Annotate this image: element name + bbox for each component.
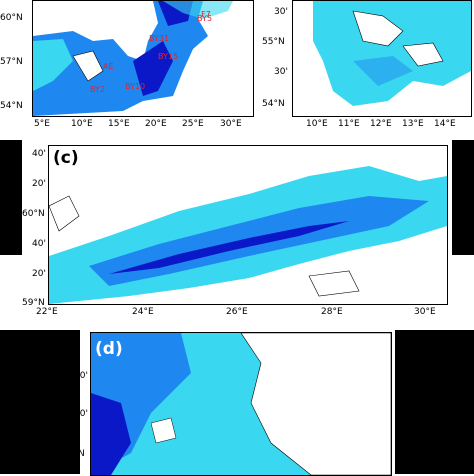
c-lon-30: 30°E: [414, 307, 436, 317]
a-lat-57: 57°N: [0, 57, 23, 67]
panel-d-map: (d): [90, 332, 392, 476]
side-bar-right-bottom: [395, 330, 474, 474]
a-lon-25: 25°E: [182, 119, 204, 129]
side-bar-right: [452, 140, 474, 255]
c-lon-24: 24°E: [132, 307, 154, 317]
d-lat-40: 40': [74, 371, 88, 381]
station-f7: F7: [201, 10, 211, 19]
a-lon-15: 15°E: [108, 119, 130, 129]
d-lat-60: 60°N: [62, 449, 85, 459]
c-lat-20b: 20': [32, 269, 46, 279]
panel-a: BY5 BY15 BY31 AE BY2 BY10 F7 60°N 57°N 5…: [0, 0, 260, 135]
c-lon-26: 26°E: [226, 307, 248, 317]
b-lat-55: 55°N: [262, 37, 285, 47]
c-lat-60: 60°N: [22, 209, 45, 219]
panel-c-map: (c): [48, 145, 448, 305]
side-bar-left: [0, 140, 22, 255]
a-lon-30: 30°E: [220, 119, 242, 129]
station-ae: AE: [103, 62, 114, 71]
a-lon-5: 5°E: [34, 119, 50, 129]
a-lat-54: 54°N: [0, 101, 23, 111]
panel-b-map: [292, 0, 472, 117]
station-by31: BY31: [149, 34, 170, 43]
side-bar-left-bottom: [0, 330, 80, 474]
b-lat-30a: 30': [274, 7, 288, 17]
a-lon-20: 20°E: [145, 119, 167, 129]
c-lat-59: 59°N: [22, 298, 45, 308]
panel-d: (d) 40' 20' 60°N: [60, 330, 395, 476]
c-lon-28: 28°E: [321, 307, 343, 317]
a-lon-10: 10°E: [71, 119, 93, 129]
panel-a-map: BY5 BY15 BY31 AE BY2 BY10 F7: [32, 0, 254, 117]
b-lon-10: 10°E: [306, 119, 328, 129]
panel-d-tag: (d): [95, 339, 123, 359]
c-lon-22: 22°E: [36, 307, 58, 317]
b-lon-13: 13°E: [402, 119, 424, 129]
panel-b: 30' 55°N 30' 54°N 10°E 11°E 12°E 13°E 14…: [262, 0, 474, 135]
b-lon-11: 11°E: [338, 119, 360, 129]
c-lat-40a: 40': [32, 149, 46, 159]
d-lat-20: 20': [74, 409, 88, 419]
a-lat-60: 60°N: [0, 13, 23, 23]
c-lat-40b: 40': [32, 239, 46, 249]
station-by2: BY2: [90, 85, 106, 94]
b-lon-14: 14°E: [434, 119, 456, 129]
station-by10: BY10: [125, 82, 146, 91]
b-lon-12: 12°E: [370, 119, 392, 129]
panel-c: (c) 40' 20' 60°N 40' 20' 59°N 22°E 24°E …: [22, 140, 452, 320]
b-lat-54: 54°N: [262, 99, 285, 109]
station-by5: BY5: [197, 14, 213, 23]
panel-c-tag: (c): [53, 148, 79, 168]
station-by15: BY15: [158, 52, 179, 61]
c-lat-20a: 20': [32, 179, 46, 189]
b-lat-30b: 30': [274, 67, 288, 77]
